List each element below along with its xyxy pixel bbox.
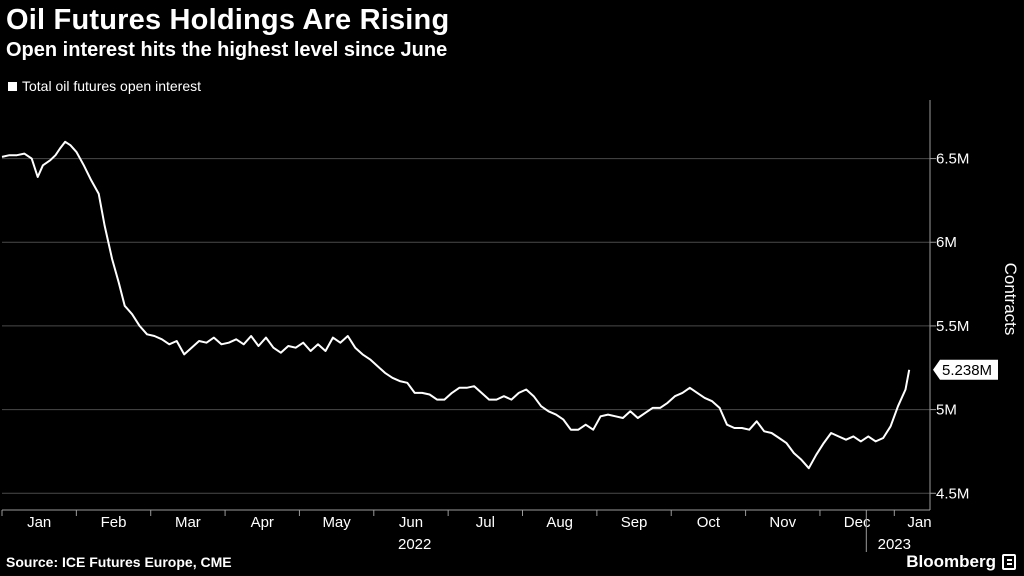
x-tick-label: May <box>322 514 351 531</box>
x-tick-label: Jan <box>27 514 51 531</box>
x-tick-label: Jan <box>907 514 931 531</box>
last-value-box <box>933 359 998 380</box>
x-tick-label: Apr <box>251 514 274 531</box>
x-tick-label: Sep <box>621 514 648 531</box>
y-tick-label: 4.5M <box>936 485 969 502</box>
x-tick-label: Jun <box>399 514 423 531</box>
chart-title: Oil Futures Holdings Are Rising <box>6 4 450 36</box>
x-tick-label: Feb <box>101 514 127 531</box>
legend-swatch <box>8 81 17 91</box>
y-tick-label: 6M <box>936 234 957 251</box>
y-tick-label: 5M <box>936 402 957 419</box>
x-tick-label: Mar <box>175 514 201 531</box>
year-label: 2023 <box>878 536 911 553</box>
year-label: 2022 <box>398 536 431 553</box>
y-tick-label: 5.5M <box>936 318 969 335</box>
legend-label: Total oil futures open interest <box>22 78 201 94</box>
source-note: Source: ICE Futures Europe, CME <box>6 554 232 570</box>
y-tick-label: 6.5M <box>936 151 969 168</box>
bloomberg-logo-icon <box>1002 554 1016 570</box>
series-line <box>1 140 911 470</box>
legend: Total oil futures open interest <box>8 78 201 94</box>
x-tick-label: Aug <box>546 514 573 531</box>
chart-subtitle: Open interest hits the highest level sin… <box>6 39 448 61</box>
y-axis-label: Contracts <box>1001 263 1020 336</box>
x-tick-label: Jul <box>476 514 495 531</box>
brand-name: Bloomberg <box>906 552 996 571</box>
last-value-callout: 5.238M <box>933 359 998 380</box>
last-value-label: 5.238M <box>942 362 992 379</box>
x-tick-label: Dec <box>844 514 871 531</box>
x-tick-label: Nov <box>769 514 796 531</box>
x-tick-label: Oct <box>697 514 721 531</box>
